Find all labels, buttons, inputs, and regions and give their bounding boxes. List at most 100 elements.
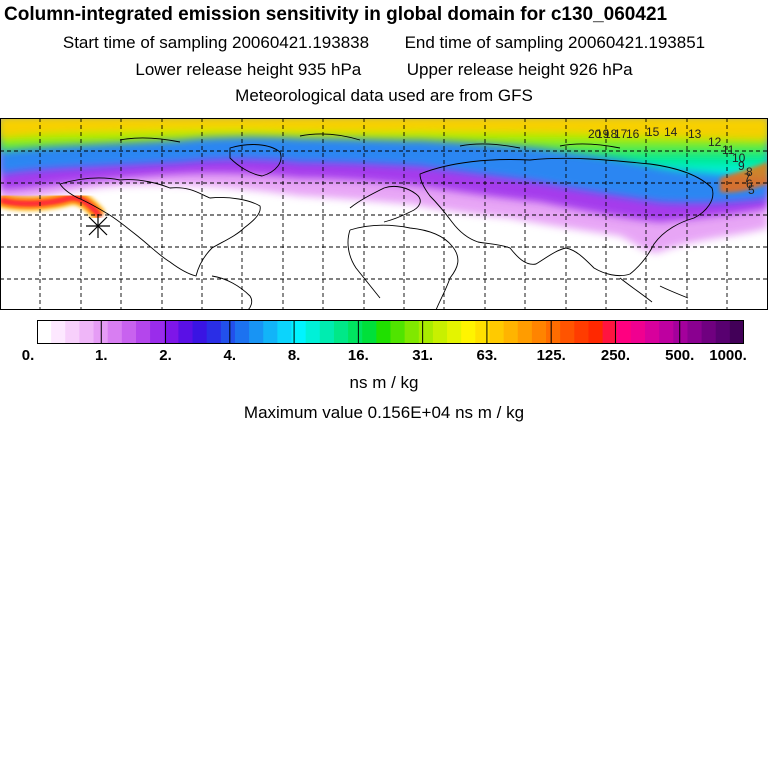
trajectory-label: 19	[596, 127, 610, 141]
colorbar	[37, 320, 744, 344]
colorbar-swatch	[560, 320, 575, 344]
colorbar-swatch	[432, 320, 448, 344]
colorbar-tick-label: 8.	[287, 347, 301, 364]
trajectory-label: 10	[732, 151, 746, 165]
colorbar-swatch	[164, 320, 179, 344]
colorbar-swatch	[418, 320, 434, 344]
colorbar-swatch	[461, 320, 476, 344]
colorbar-tick-label: 63.	[476, 347, 498, 364]
colorbar-swatch	[659, 320, 674, 344]
trajectory-label: 17	[614, 127, 628, 141]
trajectory-label: 6	[746, 177, 753, 191]
maximum-value-label: Maximum value 0.156E+04 ns m / kg	[243, 403, 525, 422]
page-title: Column-integrated emission sensitivity i…	[4, 4, 668, 25]
asterisk-icon	[86, 214, 110, 238]
colorbar-swatch	[630, 320, 646, 344]
yellow-cap	[1, 119, 767, 140]
colorbar-tick-label: 1.	[95, 347, 108, 364]
colorbar-swatch	[65, 320, 81, 344]
lower-release-label: Lower release height 935 hPa	[135, 60, 362, 79]
colorbar-swatch	[715, 320, 731, 344]
colorbar-swatch	[51, 320, 66, 344]
colorbar-swatch	[206, 320, 222, 344]
greenland-coast	[229, 144, 282, 177]
source-plume-core	[1, 194, 103, 218]
colorbar-swatch	[531, 320, 547, 344]
colorbar-swatch	[376, 320, 392, 344]
colorbar-tick-label: 31.	[412, 347, 434, 364]
colorbar-swatch	[249, 320, 264, 344]
colorbar-swatch	[503, 320, 519, 344]
coastlines	[59, 133, 714, 310]
colorbar-swatch	[602, 320, 618, 344]
colorbar-frame	[37, 320, 744, 344]
colorbar-swatch	[192, 320, 208, 344]
colorbar-tick-label: 0.	[21, 347, 35, 364]
colorbar-tick-label: 500.	[665, 347, 695, 364]
trajectory-label: 18	[604, 127, 618, 141]
trajectory-label: 7	[744, 171, 751, 185]
colorbar-swatch	[234, 320, 250, 344]
colorbar-swatch	[390, 320, 406, 344]
colorbar-swatch	[447, 320, 462, 344]
sampling-times: Start time of sampling 20060421.193838 E…	[0, 33, 768, 53]
colorbar-swatch	[319, 320, 335, 344]
trajectory-label: 12	[708, 135, 722, 149]
colorbar-swatch	[574, 320, 590, 344]
colorbar-swatch	[673, 320, 689, 344]
end-sampling-label: End time of sampling 20060421.193851	[404, 33, 706, 52]
east-plume	[720, 162, 767, 193]
met-data-label: Meteorological data used are from GFS	[235, 86, 533, 105]
trajectory-label: 14	[664, 125, 678, 139]
colorbar-swatch	[37, 320, 52, 344]
colorbar-swatch	[546, 320, 561, 344]
colorbar-swatch	[645, 320, 660, 344]
colorbar-swatch	[291, 320, 307, 344]
north-america-coast	[59, 177, 261, 277]
trajectory-label: 20	[588, 127, 602, 141]
trajectory-label: 13	[688, 127, 702, 141]
colorbar-swatch	[305, 320, 321, 344]
trajectory-label: 5	[748, 183, 755, 197]
release-heights: Lower release height 935 hPa Upper relea…	[0, 60, 768, 80]
upper-release-label: Upper release height 926 hPa	[406, 60, 633, 79]
colorbar-swatch	[729, 320, 744, 344]
colorbar-tick-label: 250.	[600, 347, 631, 364]
colorbar-swatch	[687, 320, 703, 344]
colorbar-swatch	[475, 320, 491, 344]
colorbar-tick-label: 4.	[223, 347, 237, 364]
africa-coast	[347, 224, 459, 310]
colorbar-swatch	[178, 320, 194, 344]
lat-lon-grid	[0, 118, 768, 310]
colorbar-swatch	[220, 320, 236, 344]
colorbar-tick-label: 2.	[159, 347, 172, 364]
north-band	[1, 119, 767, 178]
colorbar-swatch	[404, 320, 420, 344]
colorbar-swatch	[107, 320, 123, 344]
colorbar-swatch	[348, 320, 363, 344]
colorbar-swatch	[135, 320, 151, 344]
asia-coast	[419, 157, 714, 277]
trajectory-label: 8	[746, 165, 753, 179]
arctic-coast	[119, 133, 621, 149]
colorbar-swatch	[121, 320, 137, 344]
start-sampling-label: Start time of sampling 20060421.193838	[62, 33, 370, 52]
trajectory-label: 9	[738, 159, 745, 173]
colorbar-swatch	[616, 320, 632, 344]
sensitivity-field	[1, 119, 767, 253]
colorbar-swatch	[362, 320, 377, 344]
colorbar-swatch	[489, 320, 505, 344]
colorbar-swatch	[333, 320, 349, 344]
trajectory-label: 11	[722, 143, 735, 157]
southeast-asia-coast	[619, 277, 689, 303]
colorbar-swatch	[701, 320, 717, 344]
colorbar-swatch	[517, 320, 533, 344]
units-label: ns m / kg	[349, 373, 419, 392]
trajectory-label: 15	[646, 125, 660, 139]
colorbar-tick-label: 16.	[347, 347, 369, 364]
colorbar-tick-labels: 0. 1. 2. 4. 8. 16. 31. 63. 125. 250. 500. 1000.	[0, 347, 768, 367]
colorbar-tick-label: 1000.	[709, 347, 747, 364]
colorbar-swatch	[588, 320, 604, 344]
